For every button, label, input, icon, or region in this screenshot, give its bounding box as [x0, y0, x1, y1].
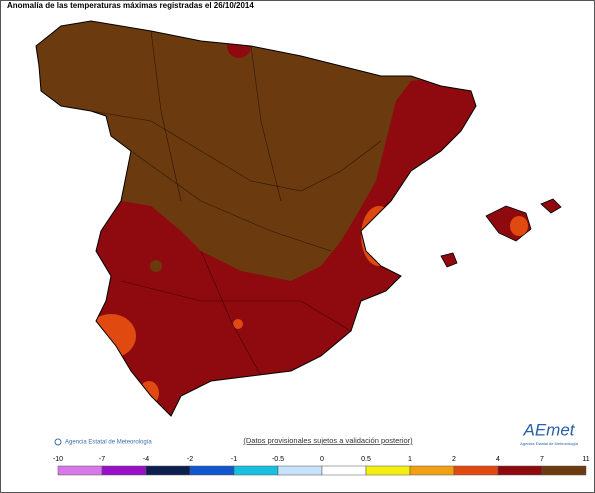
note: (Datos provisionales sujetos a validació… — [243, 436, 413, 445]
menorca — [540, 198, 562, 214]
legend-tick-label: 4 — [496, 456, 500, 463]
legend-tick-label: 1 — [408, 456, 412, 463]
legend: -10 -7 -4 -2 -1 -0.5 0 0.5 1 2 4 7 11 — [53, 456, 590, 476]
legend-tick-label: 7 — [540, 456, 544, 463]
legend-swatch — [497, 465, 543, 476]
legend-swatch — [365, 465, 411, 476]
legend-tick-label: -7 — [99, 456, 105, 463]
legend-swatch — [233, 465, 279, 476]
credit-icon — [54, 438, 62, 446]
title: Anomalía de las temperaturas máximas reg… — [7, 1, 254, 10]
legend-tick-label: -1 — [231, 456, 237, 463]
legend-tick-label: 11 — [582, 456, 589, 463]
logo-subtitle: Agencia Estatal de Meteorología — [520, 441, 579, 446]
legend-swatch — [321, 465, 367, 476]
legend-tick-label: -4 — [143, 456, 149, 463]
logo: AEmet — [522, 420, 575, 439]
legend-swatch — [57, 465, 103, 476]
legend-tick-label: -10 — [53, 456, 63, 463]
legend-swatch — [409, 465, 455, 476]
legend-tick-label: -2 — [187, 456, 193, 463]
legend-swatch — [101, 465, 147, 476]
legend-swatch — [189, 465, 235, 476]
ibiza — [440, 252, 458, 268]
legend-tick-label: -0.5 — [272, 456, 284, 463]
legend-swatch — [453, 465, 499, 476]
legend-swatch — [277, 465, 323, 476]
credit: Agencia Estatal de Meteorología — [65, 440, 152, 446]
legend-tick-label: 2 — [452, 456, 456, 463]
coastline — [35, 20, 477, 417]
legend-tick-label: 0 — [320, 456, 324, 463]
legend-swatch — [541, 465, 587, 476]
legend-tick-label: 0.5 — [361, 456, 371, 463]
legend-swatch — [145, 465, 191, 476]
